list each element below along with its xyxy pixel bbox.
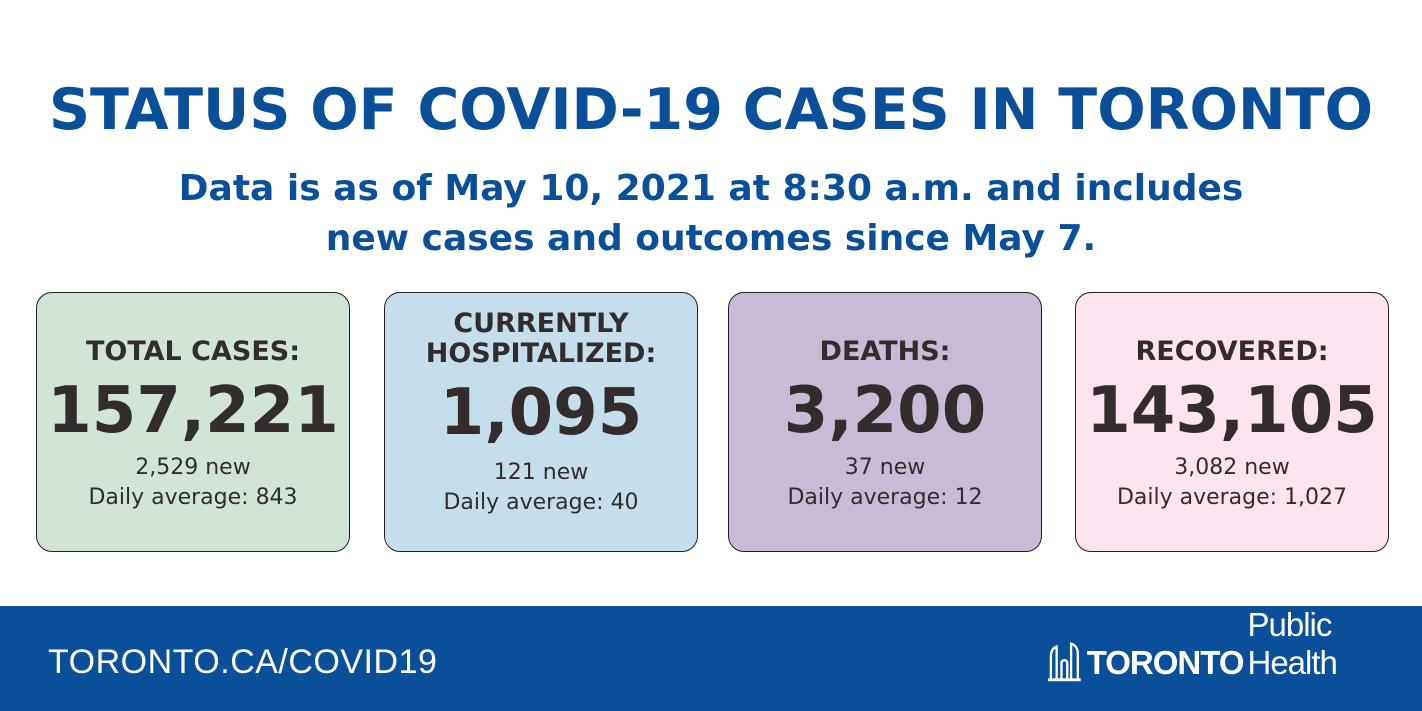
deaths-daily-average: Daily average: 12: [787, 485, 983, 510]
total-cases-daily-average: Daily average: 843: [88, 485, 298, 510]
total-cases-label: TOTAL CASES:: [85, 336, 301, 367]
footer-bar: TORONTO.CA/COVID19 TORONTO Public Health: [0, 606, 1422, 711]
recovered-details: 3,082 new Daily average: 1,027: [1076, 453, 1388, 513]
recovered-label: RECOVERED:: [1135, 336, 1329, 367]
city-hall-icon: [1048, 642, 1081, 682]
deaths-details: 37 new Daily average: 12: [729, 453, 1041, 513]
deaths-new: 37 new: [844, 455, 926, 480]
hospitalized-label-line-2: HOSPITALIZED:: [425, 338, 657, 369]
page-title: STATUS OF COVID-19 CASES IN TORONTO: [48, 77, 1374, 143]
recovered-value: 143,105: [1086, 374, 1378, 448]
hospitalized-card: CURRENTLY HOSPITALIZED: 1,095 121 new Da…: [384, 292, 698, 552]
recovered-new: 3,082 new: [1174, 455, 1290, 480]
hospitalized-value: 1,095: [439, 376, 643, 450]
hospitalized-details: 121 new Daily average: 40: [385, 458, 697, 518]
subtitle-line-1: Data is as of May 10, 2021 at 8:30 a.m. …: [178, 168, 1244, 209]
recovered-daily-average: Daily average: 1,027: [1116, 485, 1348, 510]
logo-word-toronto: TORONTO: [1086, 644, 1245, 681]
total-cases-value: 157,221: [47, 374, 339, 448]
hospitalized-daily-average: Daily average: 40: [443, 490, 639, 515]
total-cases-details: 2,529 new Daily average: 843: [37, 453, 349, 513]
toronto-public-health-logo: TORONTO Public Health: [1048, 606, 1422, 682]
hospitalized-new: 121 new: [493, 460, 589, 485]
total-cases-card: TOTAL CASES: 157,221 2,529 new Daily ave…: [36, 292, 350, 552]
recovered-card: RECOVERED: 143,105 3,082 new Daily avera…: [1075, 292, 1389, 552]
deaths-card: DEATHS: 3,200 37 new Daily average: 12: [728, 292, 1042, 552]
deaths-value: 3,200: [783, 374, 987, 448]
covid19-website-link[interactable]: TORONTO.CA/COVID19: [48, 643, 438, 681]
page-subtitle: Data is as of May 10, 2021 at 8:30 a.m. …: [0, 164, 1422, 264]
hospitalized-label-line-1: CURRENTLY: [453, 308, 629, 339]
deaths-label: DEATHS:: [819, 336, 951, 367]
subtitle-line-2: new cases and outcomes since May 7.: [325, 218, 1097, 259]
total-cases-new: 2,529 new: [135, 455, 251, 480]
logo-word-public-health: Public Health: [1247, 606, 1338, 681]
